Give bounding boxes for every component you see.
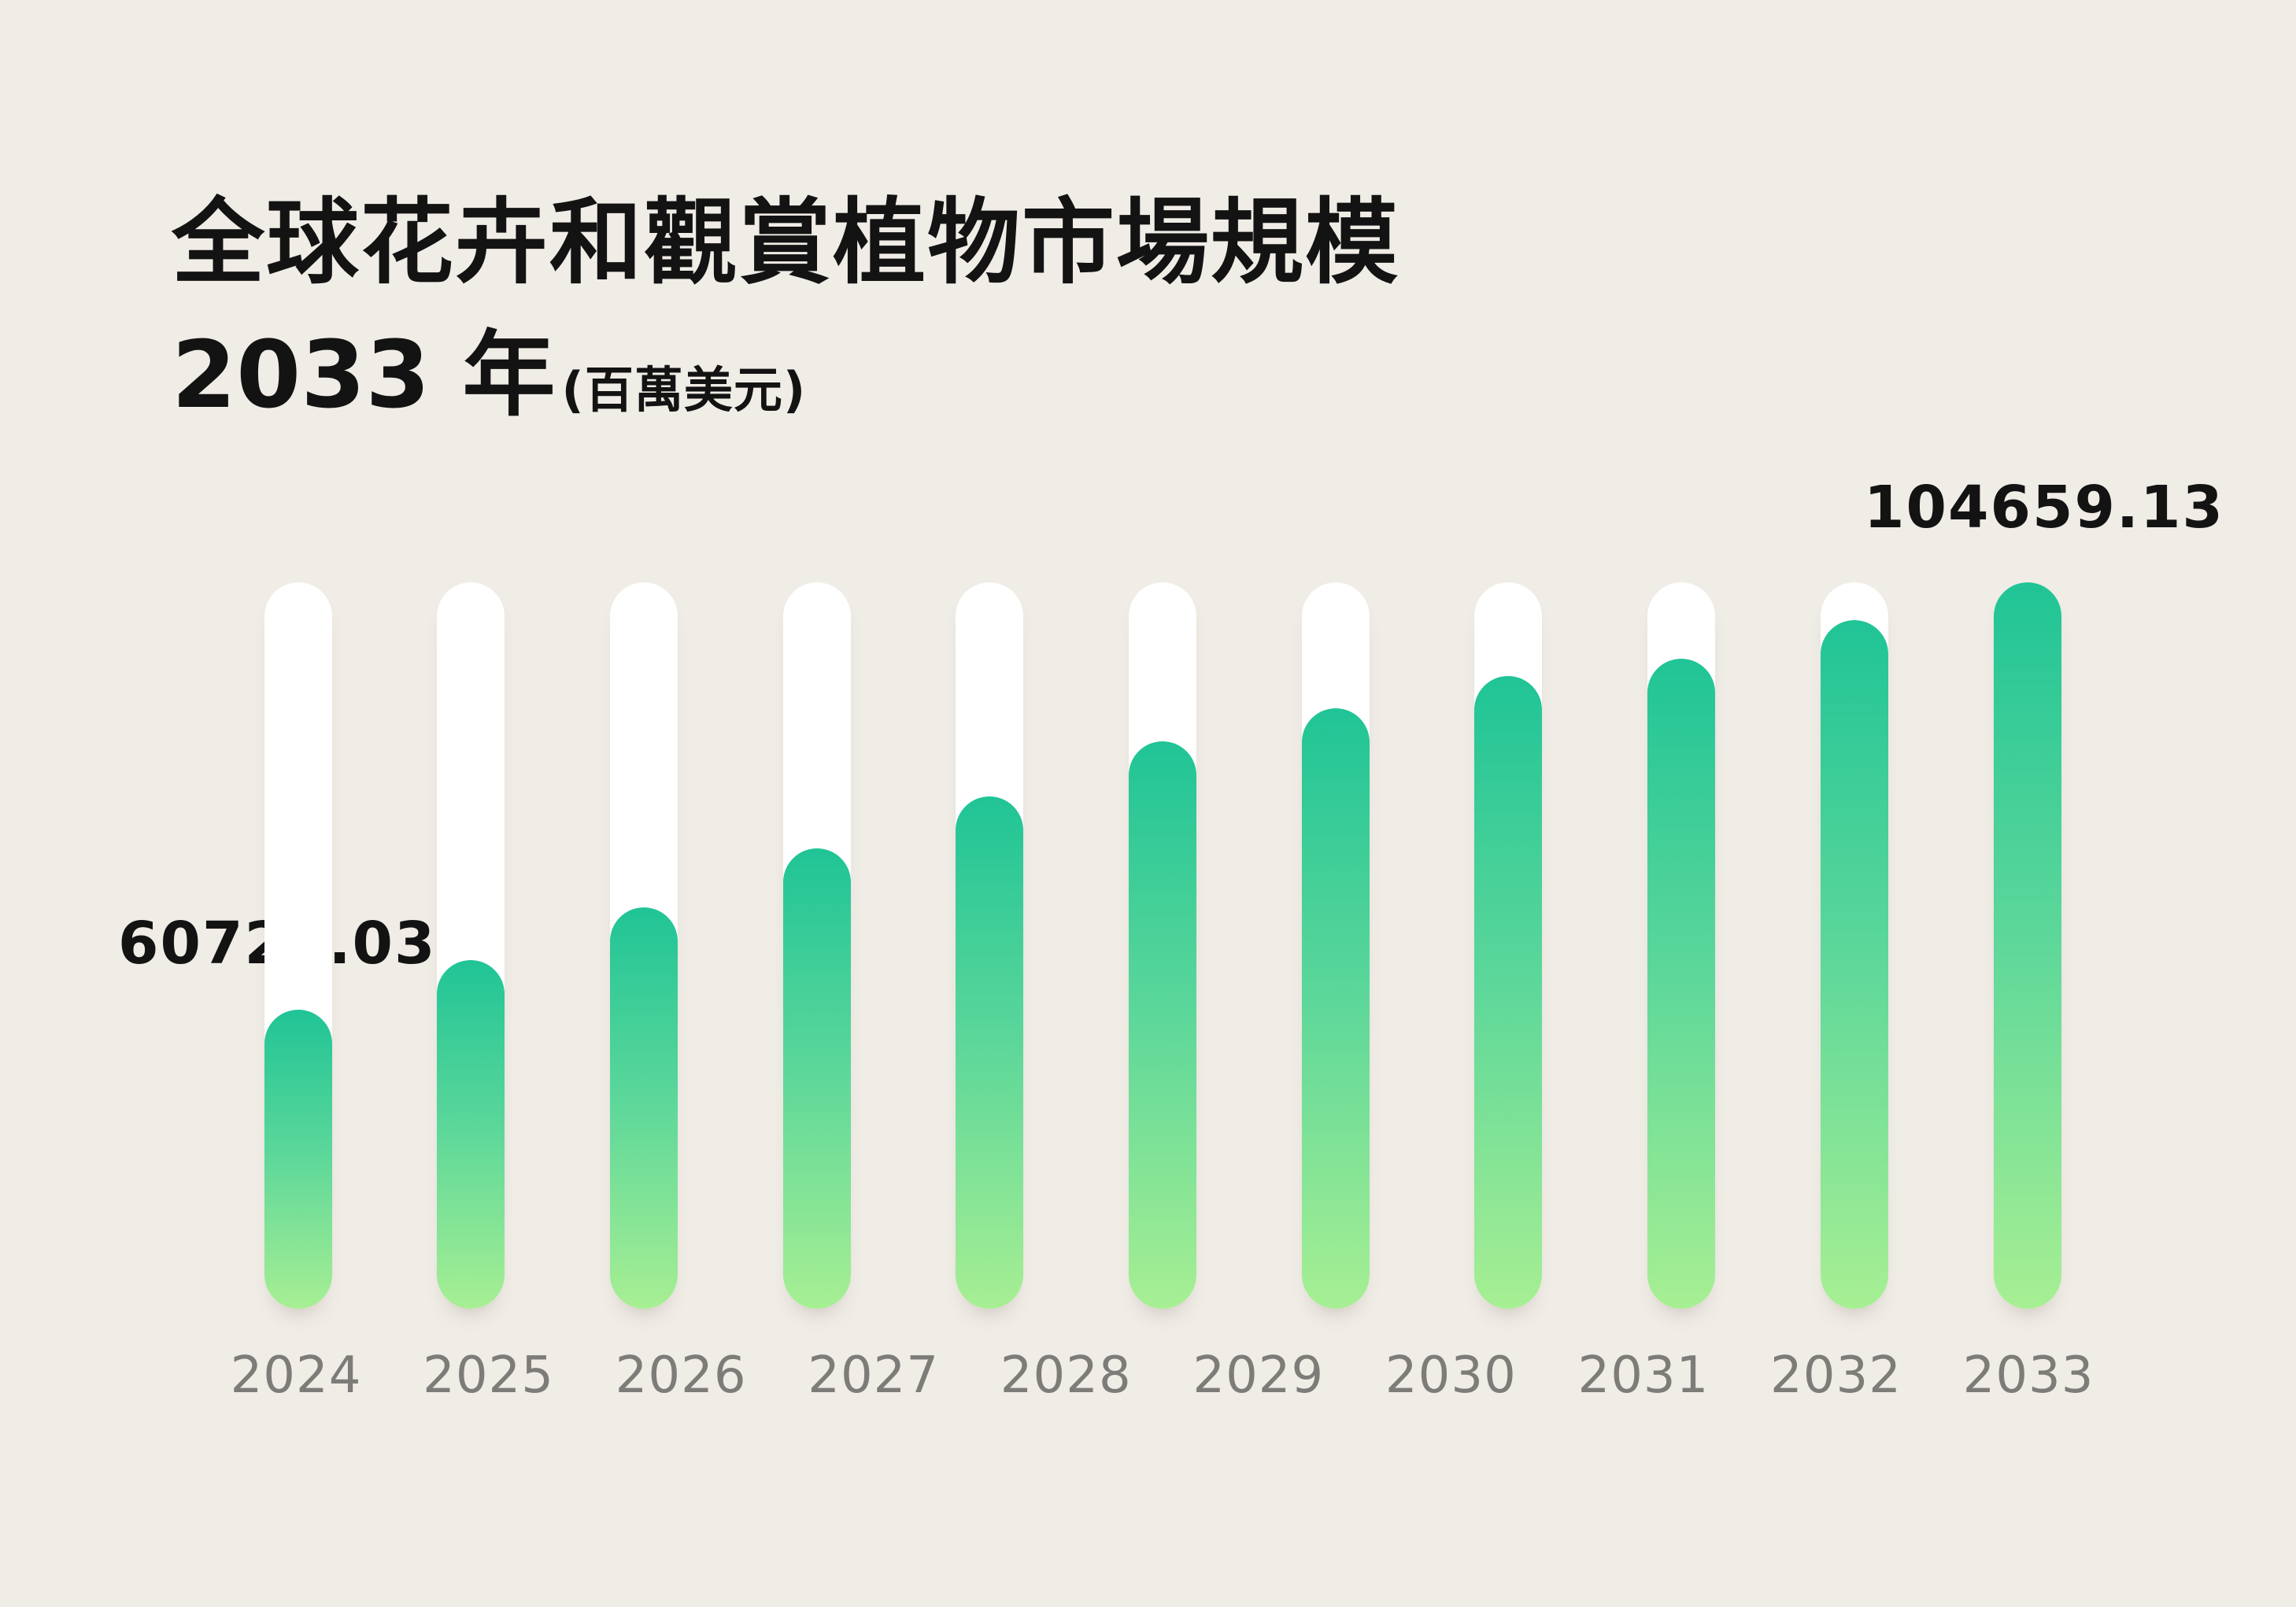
chart-title: 全球花卉和觀賞植物市場規模	[172, 188, 1400, 297]
bar-fill	[956, 796, 1024, 1309]
bar-fill	[1993, 582, 2061, 1309]
x-axis-label: 2025	[423, 1347, 554, 1405]
bar-fill	[782, 848, 851, 1309]
bar-track	[609, 582, 678, 1309]
x-axis-label: 2032	[1770, 1347, 1902, 1405]
bar-track	[264, 582, 332, 1309]
bar-track	[1129, 582, 1196, 1309]
x-axis-label: 2028	[1000, 1347, 1132, 1405]
last-bar-value-label: 104659.13	[1864, 474, 2225, 541]
bar-fill	[1647, 659, 1716, 1309]
chart-subtitle: 2033 年 (百萬美元)	[172, 323, 807, 427]
bar-track	[956, 582, 1024, 1309]
bar-track	[437, 582, 505, 1309]
x-axis-label: 2027	[808, 1347, 940, 1405]
bar-fill	[1301, 708, 1370, 1309]
bar-track	[1474, 582, 1543, 1309]
bar-track	[1301, 582, 1370, 1309]
bar-fill	[437, 960, 505, 1309]
bar-track	[1993, 582, 2061, 1309]
x-axis-label: 2030	[1385, 1347, 1517, 1405]
bar-fill	[609, 907, 678, 1309]
bar-track	[782, 582, 851, 1309]
bar-track	[1820, 582, 1888, 1309]
x-axis-label: 2031	[1577, 1347, 1710, 1405]
bar-fill	[1820, 620, 1888, 1309]
bar-fill	[1129, 741, 1196, 1309]
bar-track	[1647, 582, 1716, 1309]
x-axis-label: 2024	[230, 1347, 362, 1405]
bar-fill	[1474, 676, 1543, 1309]
x-axis-label: 2029	[1192, 1347, 1325, 1405]
x-axis-label: 2033	[1962, 1347, 2094, 1405]
chart-subtitle-year: 2033 年	[172, 320, 556, 429]
x-axis-label: 2026	[615, 1347, 747, 1405]
bar-fill	[264, 1010, 332, 1309]
chart-subtitle-unit: (百萬美元)	[561, 361, 807, 419]
